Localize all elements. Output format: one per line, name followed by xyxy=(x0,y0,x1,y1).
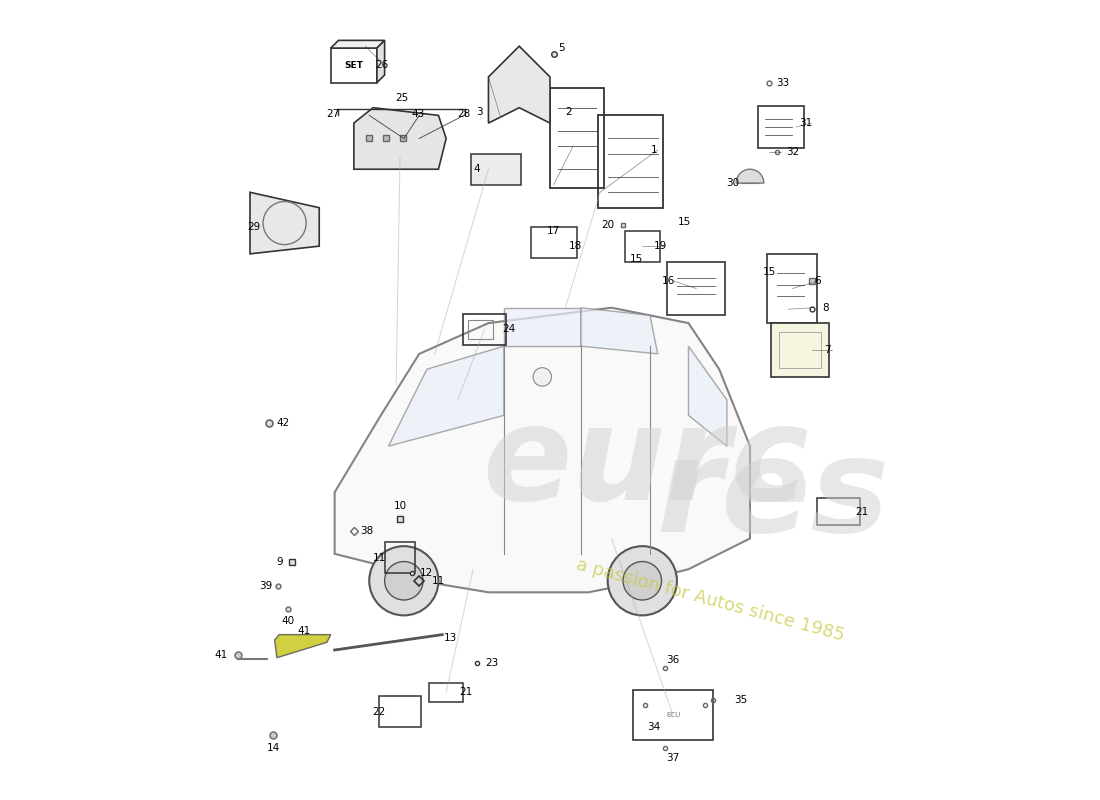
Bar xyxy=(463,314,506,345)
Polygon shape xyxy=(488,46,550,123)
Text: eurc: eurc xyxy=(483,401,810,527)
Bar xyxy=(385,542,416,573)
Bar xyxy=(768,254,817,323)
Text: 40: 40 xyxy=(282,616,295,626)
Circle shape xyxy=(623,562,661,600)
Text: 12: 12 xyxy=(420,568,433,578)
Polygon shape xyxy=(275,634,331,658)
Bar xyxy=(668,262,725,315)
Wedge shape xyxy=(736,170,763,183)
Text: 15: 15 xyxy=(629,254,642,264)
Text: 34: 34 xyxy=(647,722,660,732)
Text: 11: 11 xyxy=(373,553,386,562)
Polygon shape xyxy=(250,192,319,254)
Text: 15: 15 xyxy=(678,217,691,226)
Circle shape xyxy=(534,368,551,386)
Polygon shape xyxy=(504,308,581,346)
Text: 9: 9 xyxy=(276,557,283,566)
Bar xyxy=(471,154,521,185)
Polygon shape xyxy=(388,346,504,446)
Text: 32: 32 xyxy=(785,147,799,158)
Text: a passion for Autos since 1985: a passion for Autos since 1985 xyxy=(574,555,846,645)
Polygon shape xyxy=(581,308,658,354)
Bar xyxy=(550,89,604,189)
Bar xyxy=(378,696,421,727)
Text: ECU: ECU xyxy=(666,712,680,718)
Bar xyxy=(469,320,493,339)
Text: 37: 37 xyxy=(667,753,680,762)
Text: 13: 13 xyxy=(443,634,456,643)
Text: 11: 11 xyxy=(432,576,446,586)
Bar xyxy=(817,498,859,525)
Text: 6: 6 xyxy=(814,276,821,286)
Text: 21: 21 xyxy=(855,506,868,517)
Bar xyxy=(598,115,663,208)
Text: 33: 33 xyxy=(777,78,790,88)
Text: 36: 36 xyxy=(667,655,680,665)
Text: 24: 24 xyxy=(502,324,515,334)
Polygon shape xyxy=(689,346,727,446)
Text: 38: 38 xyxy=(361,526,374,536)
Text: 42: 42 xyxy=(276,418,289,428)
Text: 20: 20 xyxy=(601,220,614,230)
Text: 26: 26 xyxy=(376,60,389,70)
Bar xyxy=(625,230,660,262)
Text: 25: 25 xyxy=(396,94,409,103)
Text: SET: SET xyxy=(344,61,363,70)
Text: 22: 22 xyxy=(373,706,386,717)
Text: 23: 23 xyxy=(486,658,499,668)
Text: 2: 2 xyxy=(565,106,572,117)
Bar xyxy=(331,48,377,82)
Text: 21: 21 xyxy=(459,687,472,698)
Text: 4: 4 xyxy=(474,164,481,174)
Bar xyxy=(531,227,576,258)
Text: 7: 7 xyxy=(824,345,830,355)
Circle shape xyxy=(370,546,439,615)
Bar xyxy=(758,106,804,148)
Polygon shape xyxy=(331,40,385,48)
Text: 19: 19 xyxy=(653,241,667,251)
Text: 16: 16 xyxy=(662,276,675,286)
Text: 39: 39 xyxy=(258,581,272,591)
Text: 8: 8 xyxy=(822,302,828,313)
Text: 14: 14 xyxy=(266,742,279,753)
Text: 35: 35 xyxy=(734,695,747,705)
Text: 17: 17 xyxy=(547,226,561,236)
Text: 18: 18 xyxy=(569,241,582,251)
Text: 5: 5 xyxy=(558,42,565,53)
Text: 31: 31 xyxy=(799,118,812,128)
Text: 3: 3 xyxy=(476,106,483,117)
Text: 41: 41 xyxy=(297,626,310,636)
Polygon shape xyxy=(377,40,385,82)
Text: 30: 30 xyxy=(726,178,739,188)
Bar xyxy=(632,690,714,740)
Polygon shape xyxy=(334,308,750,592)
Bar xyxy=(429,682,463,702)
Text: 28: 28 xyxy=(458,109,471,119)
Text: 43: 43 xyxy=(411,109,425,119)
Polygon shape xyxy=(354,108,447,170)
Circle shape xyxy=(385,562,424,600)
Text: 10: 10 xyxy=(394,501,407,511)
Text: res: res xyxy=(658,433,891,559)
Bar xyxy=(779,331,822,369)
Text: 1: 1 xyxy=(650,145,657,155)
Circle shape xyxy=(607,546,676,615)
Text: 29: 29 xyxy=(248,222,261,232)
Text: 41: 41 xyxy=(214,650,228,660)
Bar xyxy=(771,323,828,377)
Text: 15: 15 xyxy=(762,266,776,277)
Text: 27: 27 xyxy=(327,109,340,119)
